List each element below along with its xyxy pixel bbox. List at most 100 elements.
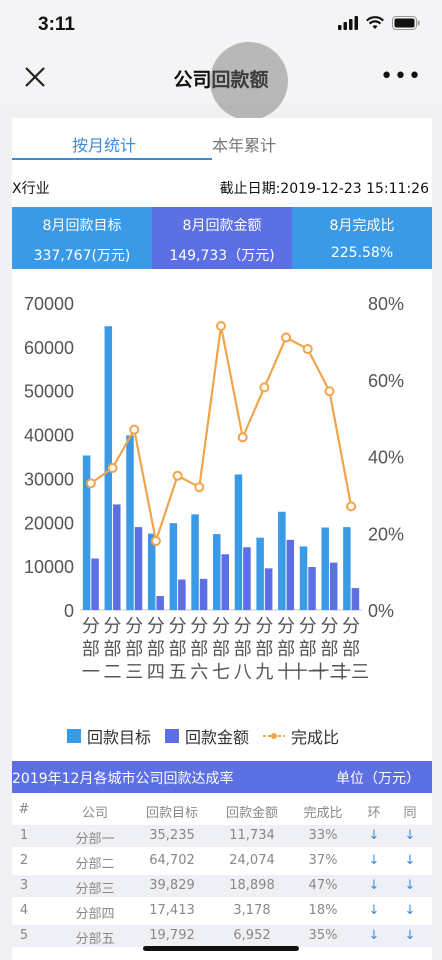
x-tick-label: 分 bbox=[234, 616, 252, 637]
legend-label-target: 回款目标 bbox=[87, 728, 152, 747]
table-row[interactable]: 4 分部四 17,413 3,178 18% ↓ ↓ bbox=[12, 900, 432, 922]
cell-yoy-arrow: ↓ bbox=[404, 903, 416, 918]
col-company: 公司 bbox=[81, 806, 108, 821]
industry-label: X行业 bbox=[12, 181, 50, 197]
cell-mom-arrow: ↓ bbox=[368, 928, 380, 943]
x-tick-label: 部 bbox=[320, 639, 338, 660]
cell-company: 分部五 bbox=[75, 932, 115, 947]
legend-item-target[interactable]: 回款目标 bbox=[67, 724, 151, 748]
y2-tick-label: 60% bbox=[368, 371, 404, 391]
cell-yoy-arrow: ↓ bbox=[404, 853, 416, 868]
tab-monthly[interactable]: 按月统计 bbox=[72, 136, 137, 155]
cutoff-date: 截止日期:2019-12-23 15:11:26 bbox=[219, 181, 429, 197]
ratio-point bbox=[324, 386, 335, 397]
bar-amount bbox=[286, 539, 295, 610]
bar-target bbox=[321, 527, 329, 610]
ratio-point bbox=[107, 463, 118, 474]
bar-target bbox=[256, 537, 264, 610]
close-icon[interactable] bbox=[22, 64, 48, 90]
legend-label-ratio: 完成比 bbox=[291, 728, 340, 747]
col-target: 回款目标 bbox=[145, 806, 198, 821]
legend-item-amount[interactable]: 回款金额 bbox=[165, 724, 249, 748]
kpi-amount-value: 149,733（万元) bbox=[169, 248, 275, 264]
cell-company: 分部二 bbox=[75, 857, 115, 872]
x-tick-label: 部 bbox=[234, 639, 252, 660]
cell-mom-arrow: ↓ bbox=[368, 903, 380, 918]
x-tick-label: 分 bbox=[147, 616, 165, 637]
cell-target: 64,702 bbox=[149, 853, 195, 868]
x-tick-label: 部 bbox=[277, 639, 295, 660]
y2-tick-label: 0% bbox=[368, 601, 394, 621]
x-tick-label: 六 bbox=[190, 662, 208, 683]
more-icon[interactable]: ••• bbox=[380, 64, 422, 89]
x-tick-label: 分 bbox=[255, 616, 273, 637]
table-row[interactable]: 2 分部二 64,702 24,074 37% ↓ ↓ bbox=[12, 850, 432, 872]
x-tick-label: 一 bbox=[82, 662, 100, 683]
cell-target: 35,235 bbox=[149, 828, 195, 843]
bar-amount bbox=[156, 596, 164, 610]
tab-year-cumulative[interactable]: 本年累计 bbox=[212, 136, 277, 155]
cell-company: 分部四 bbox=[75, 907, 115, 922]
ratio-point bbox=[129, 424, 140, 435]
y2-tick-label: 80% bbox=[368, 294, 404, 314]
kpi-strip: 8月回款目标 337,767(万元) 8月回款金额 149,733（万元) 8月… bbox=[12, 207, 432, 269]
table-row[interactable]: 3 分部三 39,829 18,898 47% ↓ ↓ bbox=[12, 875, 432, 897]
x-tick-label: 部 bbox=[147, 639, 165, 660]
cell-ratio: 47% bbox=[308, 878, 338, 893]
kpi-target-value: 337,767(万元) bbox=[33, 248, 131, 264]
kpi-target: 8月回款目标 337,767(万元) bbox=[12, 207, 152, 269]
y2-tick-label: 20% bbox=[368, 524, 404, 544]
cell-ratio: 35% bbox=[308, 928, 338, 943]
bar-amount bbox=[221, 554, 229, 610]
x-tick-label: 分 bbox=[82, 616, 100, 637]
x-tick-label: 部 bbox=[169, 639, 187, 660]
status-bar: 3:11 bbox=[0, 0, 442, 54]
ratio-point bbox=[302, 344, 313, 355]
battery-icon bbox=[392, 16, 420, 30]
bar-amount bbox=[329, 562, 338, 610]
x-tick-label: 部 bbox=[190, 639, 208, 660]
x-tick-label: 部 bbox=[342, 639, 360, 660]
bar-target bbox=[278, 511, 286, 610]
cell-amount: 18,898 bbox=[229, 878, 275, 893]
cell-mom-arrow: ↓ bbox=[368, 878, 380, 893]
col-ratio: 完成比 bbox=[303, 806, 343, 821]
cell-amount: 6,952 bbox=[233, 928, 271, 943]
kpi-amount: 8月回款金额 149,733（万元) bbox=[152, 207, 292, 269]
table-title: 2019年12月各城市公司回款达成率 bbox=[12, 771, 234, 787]
bar-target bbox=[213, 534, 221, 610]
x-tick-label: 部 bbox=[125, 639, 143, 660]
x-tick-label: 四 bbox=[147, 662, 165, 683]
report-card: 按月统计 本年累计 X行业 截止日期:2019-12-23 15:11:26 8… bbox=[12, 118, 432, 960]
x-tick-label: 十一 bbox=[290, 662, 326, 683]
cell-mom-arrow: ↓ bbox=[368, 853, 380, 868]
kpi-ratio-label: 8月完成比 bbox=[329, 218, 395, 234]
y-tick-label: 10000 bbox=[24, 557, 74, 577]
table-header-row: # 公司 回款目标 回款金额 完成比 环比 同比 bbox=[12, 794, 432, 840]
table-row[interactable]: 5 分部五 19,792 6,952 35% ↓ ↓ bbox=[12, 925, 432, 947]
cell-ratio: 18% bbox=[308, 903, 338, 918]
y-tick-label: 40000 bbox=[24, 426, 74, 446]
y-tick-label: 50000 bbox=[24, 382, 74, 402]
x-tick-label: 七 bbox=[212, 662, 230, 683]
x-tick-label: 分 bbox=[320, 616, 338, 637]
y2-tick-label: 40% bbox=[368, 448, 404, 468]
y-tick-label: 70000 bbox=[24, 294, 74, 314]
table-row[interactable]: 1 分部一 35,235 11,734 33% ↓ ↓ bbox=[12, 825, 432, 847]
cell-company: 分部一 bbox=[75, 832, 115, 847]
x-tick-label: 部 bbox=[255, 639, 273, 660]
x-tick-label: 部 bbox=[104, 639, 122, 660]
bar-target bbox=[126, 435, 134, 610]
legend-item-ratio[interactable]: 完成比 bbox=[263, 724, 339, 748]
ratio-point bbox=[346, 501, 357, 512]
wifi-icon bbox=[366, 16, 384, 29]
bar-amount bbox=[243, 547, 251, 610]
page-title: 公司回款额 bbox=[173, 69, 269, 91]
cell-index: 2 bbox=[19, 853, 29, 868]
x-tick-label: 部 bbox=[212, 639, 230, 660]
x-tick-label: 分 bbox=[299, 616, 317, 637]
bar-amount bbox=[199, 578, 208, 610]
bar-amount bbox=[264, 568, 273, 610]
cell-yoy-arrow: ↓ bbox=[404, 828, 416, 843]
cell-ratio: 37% bbox=[308, 853, 338, 868]
